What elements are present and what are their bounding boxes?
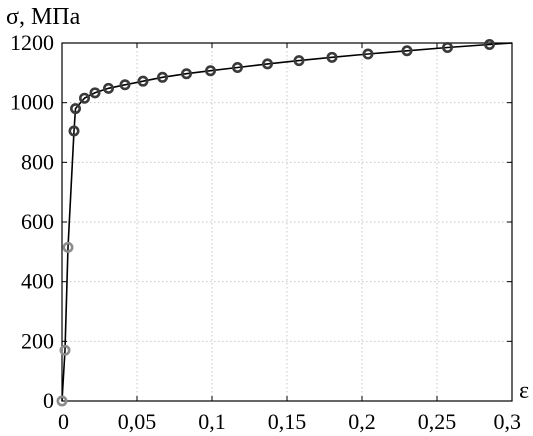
y-tick-label: 0 [43,388,54,413]
x-tick-label: 0,15 [268,409,307,434]
data-point [79,92,91,104]
data-point [261,58,273,70]
data-point [137,75,149,87]
x-tick-label: 0 [58,409,69,434]
data-point [70,103,82,115]
x-tick-label: 0,3 [494,409,522,434]
x-tick-label: 0,2 [348,409,376,434]
x-axis-ticks: 0 0,05 0,1 0,15 0,2 0,25 0,3 [58,43,521,434]
data-point [205,65,217,77]
y-tick-label: 600 [21,209,54,234]
y-axis-label: σ, МПа [6,4,81,30]
x-tick-label: 0,25 [418,409,457,434]
data-point [119,79,131,91]
x-axis-label: ε [519,378,529,404]
data-point [59,344,71,356]
y-tick-label: 1000 [10,90,54,115]
data-point [62,241,74,253]
data-points [56,38,495,407]
y-tick-label: 800 [21,149,54,174]
y-tick-label: 200 [21,328,54,353]
y-tick-label: 400 [21,269,54,294]
data-point [103,82,115,94]
data-point [362,48,374,60]
data-point [89,87,101,99]
data-point [401,45,413,57]
y-tick-label: 1200 [10,30,54,55]
data-point [293,55,305,67]
data-point [181,68,193,80]
data-point [483,38,495,50]
data-point [441,41,453,53]
data-point [232,61,244,73]
grid [62,43,512,401]
data-point [326,51,338,63]
y-axis-ticks: 0 200 400 600 800 1000 1200 [10,30,512,413]
data-point [157,71,169,83]
data-point [56,395,68,407]
x-tick-label: 0,05 [118,409,157,434]
data-point [68,125,80,137]
x-tick-label: 0,1 [198,409,226,434]
series-line [61,42,513,402]
